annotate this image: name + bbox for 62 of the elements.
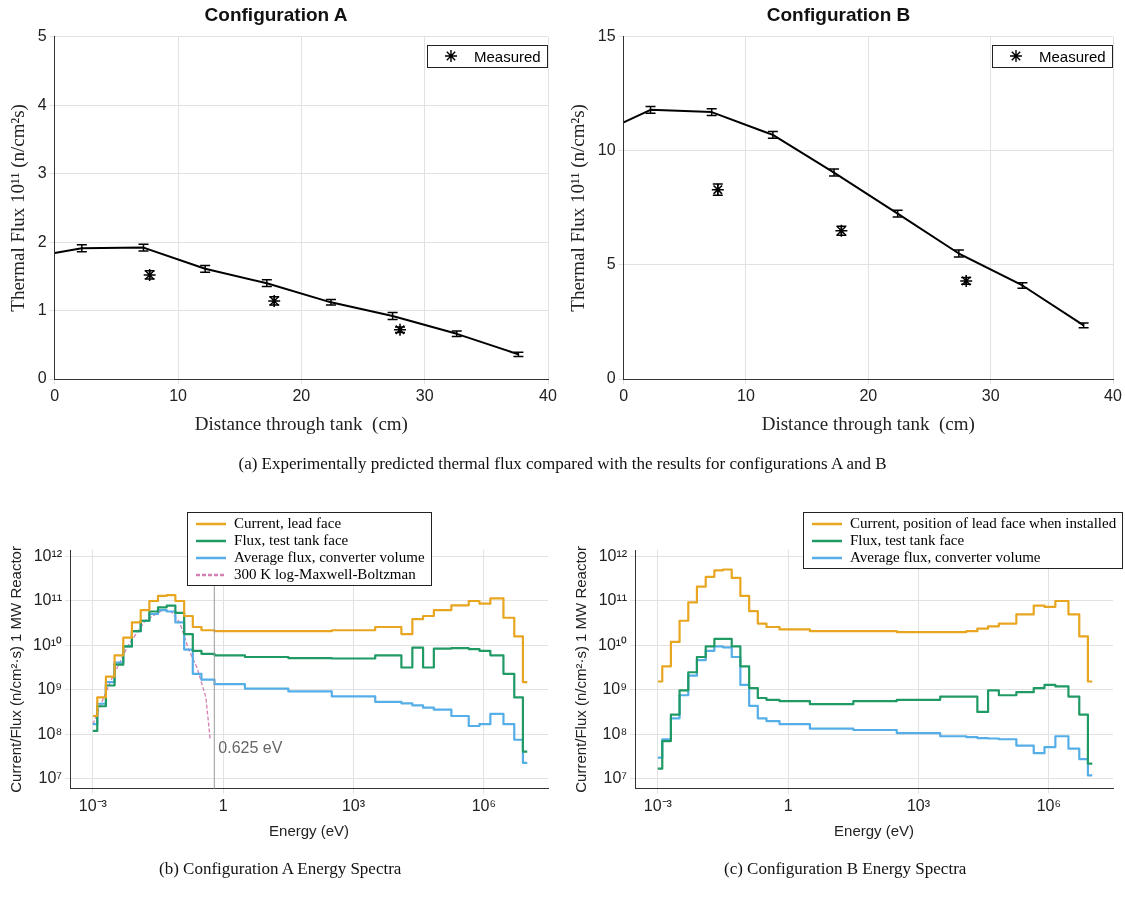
y-tick-label: 10¹¹ — [598, 591, 628, 609]
x-tick-label: 40 — [1104, 387, 1122, 405]
x-tick-label: 10⁻³ — [78, 796, 108, 814]
chart-title: Configuration A — [204, 3, 348, 25]
x-tick-label: 10⁶ — [471, 796, 497, 814]
x-tick-label: 10³ — [341, 796, 366, 814]
x-axis-title: Distance through tank (cm) — [761, 412, 975, 435]
y-axis-title: Current/Flux (n/cm²·s) 1 MW Reactor — [7, 546, 25, 793]
x-tick-label: 1 — [218, 796, 228, 814]
y-tick-label: 10⁹ — [602, 680, 628, 698]
x-tick-label: 1 — [783, 796, 793, 814]
y-tick-label: 0 — [37, 369, 47, 387]
y-tick-label: 5 — [37, 27, 47, 45]
y-tick-label: 3 — [37, 164, 47, 182]
x-tick-label: 20 — [292, 387, 311, 405]
ref-line-label: 0.625 eV — [218, 739, 283, 757]
y-tick-label: 10¹⁰ — [33, 635, 63, 653]
x-tick-label: 30 — [981, 387, 1000, 405]
y-tick-label: 10⁷ — [603, 769, 628, 787]
y-tick-label: 10⁸ — [602, 724, 628, 742]
legend-label: Flux, test tank face — [850, 532, 965, 549]
text: (b) Configuration A Energy Spectra — [159, 859, 402, 879]
text: (c) Configuration B Energy Spectra — [724, 859, 967, 879]
x-tick-label: 10⁶ — [1036, 796, 1062, 814]
y-tick-label: 10¹⁰ — [598, 635, 628, 653]
y-tick-label: 10¹² — [598, 546, 628, 564]
y-tick-label: 0 — [606, 369, 616, 387]
y-tick-label: 10¹² — [33, 546, 63, 564]
legend-label: Measured — [1039, 47, 1106, 65]
y-tick-label: 10⁷ — [38, 769, 63, 787]
x-tick-label: 10 — [737, 387, 755, 405]
text: (a) Experimentally predicted thermal flux compared with the results for configurations A and B — [238, 454, 887, 474]
x-tick-label: 20 — [859, 387, 878, 405]
legend-label: Current, position of lead face when installed — [850, 515, 1117, 532]
x-axis-title: Energy (eV) — [269, 822, 350, 840]
y-tick-label: 1 — [37, 300, 47, 318]
legend-label: Current, lead face — [234, 515, 342, 532]
legend-label: Average flux, converter volume — [850, 549, 1041, 566]
point — [393, 322, 407, 337]
y-tick-label: 2 — [37, 232, 47, 250]
y-tick-label: 10⁸ — [37, 724, 63, 742]
x-tick-label: 10⁻³ — [643, 796, 673, 814]
y-tick-label: 15 — [597, 27, 616, 45]
y-tick-label: 10 — [597, 141, 616, 159]
y-axis-title: Thermal Flux 10¹¹ (n/cm²s) — [567, 104, 590, 312]
y-tick-label: 10¹¹ — [33, 591, 63, 609]
legend-label: Measured — [474, 47, 541, 65]
y-tick-label: 5 — [606, 255, 616, 273]
y-tick-label: 10⁹ — [37, 680, 63, 698]
y-axis-title: Current/Flux (n/cm²·s) 1 MW Reactor — [572, 546, 590, 793]
x-tick-label: 30 — [415, 387, 434, 405]
y-axis-title: Thermal Flux 10¹¹ (n/cm²s) — [7, 104, 30, 312]
y-tick-label: 4 — [37, 95, 47, 113]
x-axis-title: Distance through tank (cm) — [194, 412, 408, 435]
x-axis-title: Energy (eV) — [834, 822, 915, 840]
legend-label: Average flux, converter volume — [234, 549, 425, 566]
x-tick-label: 40 — [539, 387, 557, 405]
x-tick-label: 10³ — [906, 796, 931, 814]
legend-label: Flux, test tank face — [234, 532, 349, 549]
chart-title: Configuration B — [766, 3, 911, 25]
x-tick-label: 10 — [169, 387, 188, 405]
legend-label: 300 K log-Maxwell-Boltzman — [234, 566, 416, 583]
